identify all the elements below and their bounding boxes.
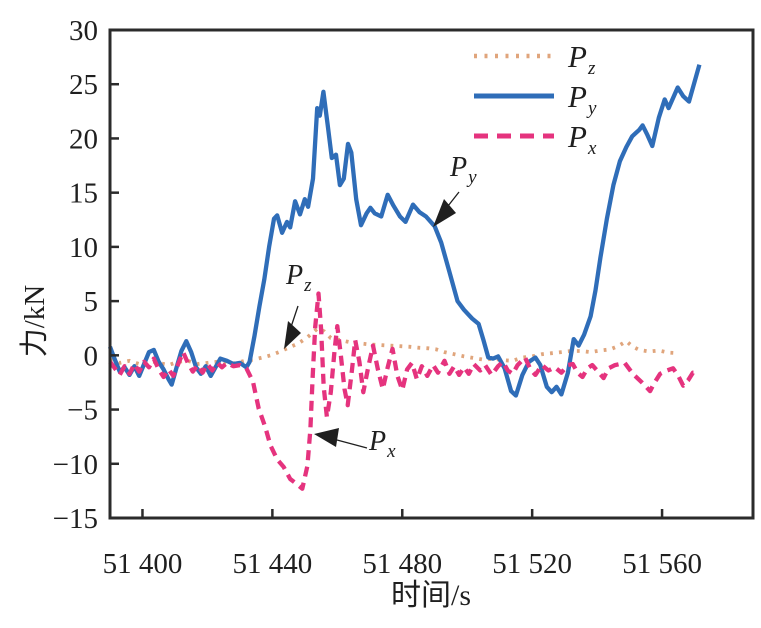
legend-sample-dotted-line	[474, 53, 554, 59]
y-tick-label: −15	[53, 503, 98, 535]
annotation-arrow-line	[447, 191, 460, 207]
y-tick-label: −5	[67, 395, 98, 427]
legend-item-px: Px	[473, 116, 597, 159]
x-tick-label: 51 560	[622, 548, 702, 580]
y-tick-label: 0	[84, 340, 99, 372]
y-tick-label: 20	[69, 123, 98, 155]
x-tick-label: 51 480	[362, 548, 442, 580]
annotation-label-pz: Pz	[286, 260, 312, 296]
series-line-Py	[107, 64, 702, 398]
legend-item-py: Py	[473, 76, 597, 119]
y-tick-label: 25	[69, 69, 98, 101]
legend-label-pz: Pz	[568, 38, 596, 79]
y-axis-title: 力/kN	[19, 284, 51, 358]
annotation-arrow-head	[433, 199, 456, 227]
legend-sample-dashed-line	[474, 133, 554, 139]
annotation-arrow-line	[336, 439, 368, 449]
plot-frame	[108, 28, 755, 520]
annotation-arrow-line	[290, 305, 299, 328]
series-line-Pz	[109, 326, 679, 367]
x-axis-title: 时间/s	[390, 579, 471, 612]
legend: Pz Py Px	[473, 36, 597, 159]
y-tick-label: 10	[69, 232, 98, 264]
legend-label-px: Px	[568, 118, 597, 159]
annotation-label-px: Px	[369, 426, 396, 462]
y-tick-label: −10	[53, 449, 98, 481]
annotation-label-py: Py	[450, 152, 477, 188]
x-tick-label: 51 400	[103, 548, 183, 580]
x-tick-label: 51 520	[492, 548, 572, 580]
legend-item-pz: Pz	[473, 36, 596, 79]
y-tick-label: 30	[69, 15, 98, 47]
y-tick-label: 5	[84, 286, 99, 318]
annotation-arrow-head	[314, 428, 339, 447]
series-line-Px	[108, 291, 698, 491]
legend-label-py: Py	[568, 78, 597, 119]
legend-sample-solid-line	[474, 93, 554, 99]
y-tick-label: 15	[69, 178, 98, 210]
x-tick-label: 51 440	[232, 548, 312, 580]
annotation-arrow-head	[284, 321, 301, 349]
